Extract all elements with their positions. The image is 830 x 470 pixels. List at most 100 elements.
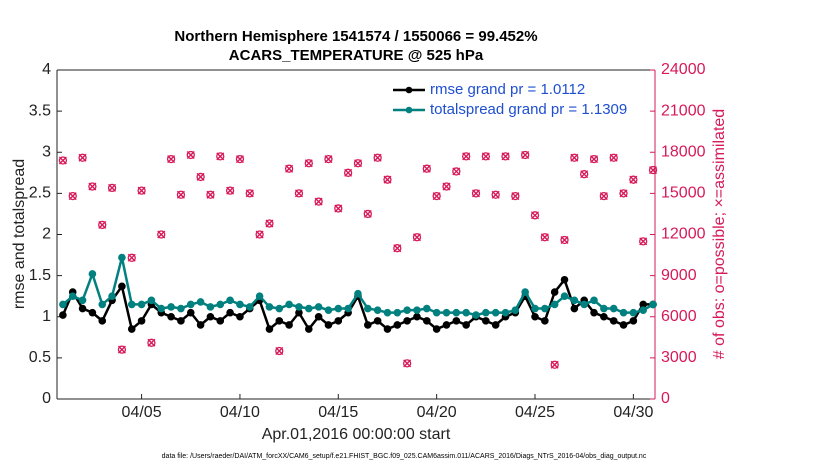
obs-possible <box>275 346 284 356</box>
obs-assimilated-stroke <box>255 230 264 239</box>
obs-assimilated-stroke <box>353 159 362 168</box>
obs-assimilated <box>275 347 284 356</box>
point <box>196 321 205 329</box>
obs-assimilated-stroke <box>491 190 500 199</box>
obs-possible <box>334 204 343 213</box>
point <box>432 308 441 317</box>
obs-possible <box>383 175 392 184</box>
obs-possible <box>540 233 549 242</box>
obs-possible <box>432 191 441 201</box>
point <box>491 321 500 329</box>
obs-assimilated-stroke <box>78 153 87 162</box>
chart-title: Northern Hemisphere 1541574 / 1550066 = … <box>174 28 537 45</box>
obs-assimilated-stroke <box>157 230 166 239</box>
obs-assimilated <box>324 155 333 164</box>
point <box>314 303 323 311</box>
obs-assimilated-stroke <box>363 209 372 218</box>
obs-possible <box>206 190 215 199</box>
obs-assimilated <box>393 244 402 253</box>
point <box>157 304 166 313</box>
obs-possible <box>235 154 245 164</box>
obs-assimilated-stroke <box>521 150 530 159</box>
obs-assimilated-stroke <box>58 156 67 165</box>
legend-marker <box>405 106 413 114</box>
obs-assimilated <box>560 235 569 244</box>
obs-assimilated-stroke <box>324 155 333 164</box>
legend-marker <box>405 86 413 94</box>
plot-area <box>57 70 655 399</box>
obs-assimilated-stroke <box>216 152 225 161</box>
obs-possible <box>78 153 87 162</box>
legend-label: rmse grand pr = 1.0112 <box>430 81 585 98</box>
obs-possible <box>639 237 648 246</box>
obs-assimilated-stroke <box>344 168 353 177</box>
point <box>590 296 598 305</box>
point <box>275 304 284 313</box>
point <box>236 300 244 309</box>
obs-possible <box>166 154 176 164</box>
obs-assimilated <box>196 172 205 181</box>
obs-assimilated-stroke <box>108 183 117 192</box>
obs-assimilated <box>609 153 618 162</box>
point <box>236 312 244 321</box>
y-tick-label: 1.5 <box>29 267 51 284</box>
obs-possible <box>393 244 402 253</box>
obs-assimilated <box>334 204 343 213</box>
obs-assimilated-stroke <box>285 164 294 173</box>
point <box>393 321 402 329</box>
obs-assimilated-stroke <box>98 220 107 229</box>
obs-possible <box>412 233 422 242</box>
y2-tick-label: 6000 <box>661 308 697 325</box>
obs-possible <box>68 191 77 201</box>
obs-possible <box>550 360 559 369</box>
footnote: data file: /Users/raeder/DAI/ATM_forcXX/… <box>162 453 647 460</box>
point <box>423 317 431 325</box>
obs-possible <box>324 154 333 164</box>
obs-possible <box>265 219 274 228</box>
point <box>118 282 126 291</box>
obs-assimilated <box>590 155 599 164</box>
obs-assimilated <box>412 233 421 242</box>
point <box>403 317 411 325</box>
obs-possible <box>58 156 68 165</box>
obs-assimilated-stroke <box>88 182 97 191</box>
obs-possible <box>107 183 117 193</box>
obs-possible <box>225 186 235 195</box>
x-tick-label: 04/05 <box>122 404 162 421</box>
point <box>334 304 343 313</box>
obs-assimilated-stroke <box>570 153 579 162</box>
obs-assimilated <box>314 197 323 206</box>
point <box>137 317 146 325</box>
obs-assimilated <box>147 338 156 347</box>
obs-assimilated <box>294 189 303 198</box>
obs-assimilated <box>531 211 540 220</box>
obs-assimilated-stroke <box>462 152 471 161</box>
obs-possible <box>481 152 490 161</box>
obs-possible <box>343 168 353 177</box>
obs-assimilated-stroke <box>383 175 392 184</box>
y2-tick-label: 9000 <box>661 267 697 284</box>
obs-assimilated-stroke <box>127 253 136 262</box>
obs-assimilated <box>88 182 97 191</box>
y2-tick-label: 3000 <box>661 349 697 366</box>
obs-possible <box>373 153 382 162</box>
obs-possible <box>284 164 294 173</box>
point <box>59 300 67 309</box>
obs-possible <box>442 182 451 191</box>
obs-assimilated <box>639 237 648 246</box>
point <box>550 300 559 309</box>
point <box>560 292 569 300</box>
obs-assimilated <box>363 209 372 218</box>
x-tick-label: 04/10 <box>220 404 260 421</box>
obs-assimilated <box>304 159 313 168</box>
obs-possible <box>402 359 412 368</box>
obs-assimilated <box>206 190 215 199</box>
obs-possible <box>422 164 431 173</box>
y2-tick-label: 18000 <box>661 143 706 160</box>
obs-assimilated <box>550 360 559 369</box>
point <box>295 303 303 311</box>
point <box>177 317 185 325</box>
point <box>442 308 451 317</box>
point <box>206 303 215 311</box>
point <box>167 303 175 311</box>
